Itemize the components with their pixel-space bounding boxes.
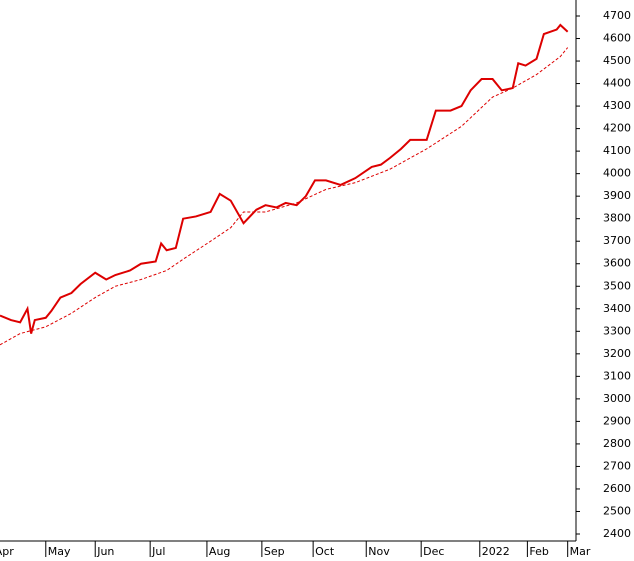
x-tick-label: Jul — [151, 545, 165, 558]
y-tick-label: 3700 — [603, 234, 631, 247]
y-tick-label: 4200 — [603, 122, 631, 135]
x-tick-label: May — [48, 545, 71, 558]
x-tick-label: Oct — [315, 545, 335, 558]
y-tick-label: 2500 — [603, 504, 631, 517]
y-tick-label: 3900 — [603, 189, 631, 202]
y-tick-label: 4600 — [603, 32, 631, 45]
y-tick-label: 3400 — [603, 302, 631, 315]
y-tick-label: 4100 — [603, 144, 631, 157]
y-tick-label: 2700 — [603, 459, 631, 472]
y-tick-label: 4700 — [603, 9, 631, 22]
y-tick-label: 2400 — [603, 527, 631, 540]
y-tick-label: 2800 — [603, 437, 631, 450]
x-tick-label: Dec — [423, 545, 444, 558]
price-line — [0, 23, 569, 334]
y-tick-label: 4400 — [603, 77, 631, 90]
y-tick-label: 2900 — [603, 414, 631, 427]
x-tick-label: 2022 — [482, 545, 510, 558]
moving-average-line — [0, 47, 569, 346]
y-tick-label: 3100 — [603, 369, 631, 382]
y-tick-label: 4000 — [603, 167, 631, 180]
x-tick-label: Feb — [529, 545, 548, 558]
y-tick-label: 2600 — [603, 482, 631, 495]
y-tick-label: 4300 — [603, 99, 631, 112]
y-tick-label: 4500 — [603, 54, 631, 67]
y-tick-label: 3800 — [603, 212, 631, 225]
x-tick-label: Jun — [96, 545, 114, 558]
y-tick-label: 3600 — [603, 257, 631, 270]
x-tick-label: Apr — [0, 545, 14, 558]
x-tick-label: Nov — [368, 545, 390, 558]
y-tick-label: 3000 — [603, 392, 631, 405]
x-tick-label: Mar — [570, 545, 591, 558]
y-tick-label: 3300 — [603, 324, 631, 337]
y-tick-label: 3200 — [603, 347, 631, 360]
y-tick-label: 3500 — [603, 279, 631, 292]
x-tick-label: Sep — [264, 545, 285, 558]
x-tick-label: Aug — [209, 545, 230, 558]
